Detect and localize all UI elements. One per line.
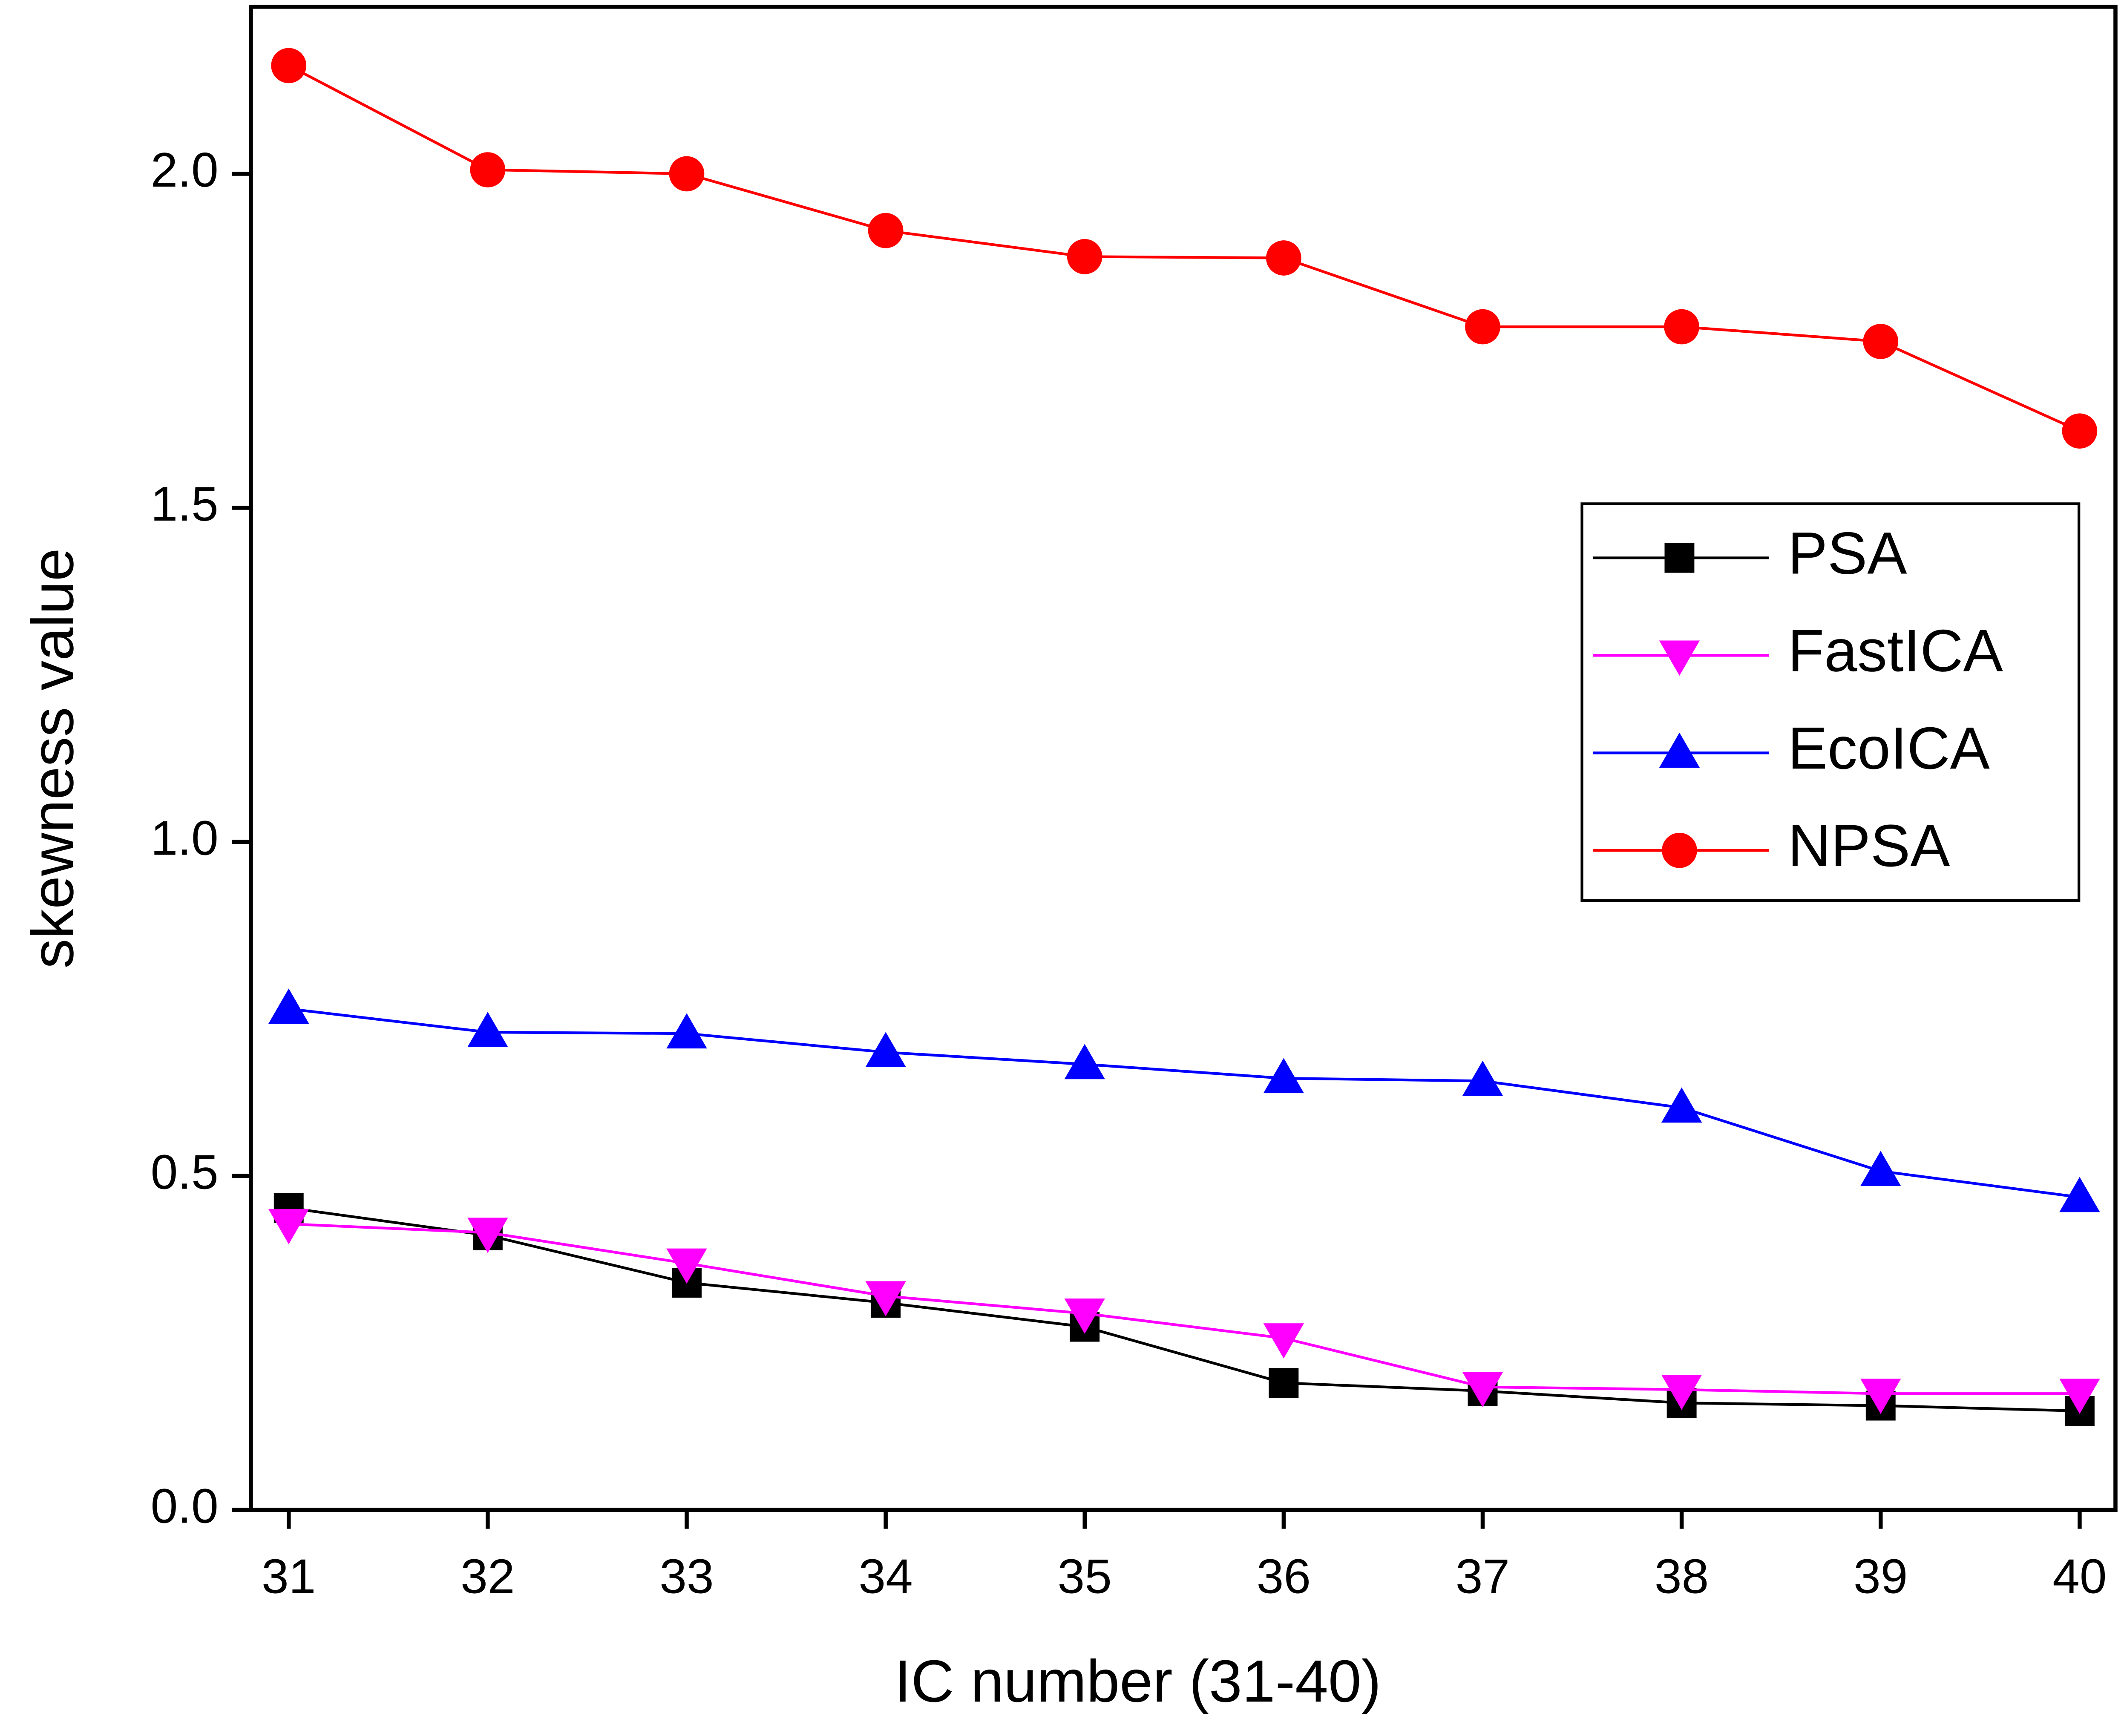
x-axis-label: IC number (31-40) (895, 1647, 1381, 1714)
y-tick-label: 2.0 (151, 143, 219, 197)
marker (1064, 1044, 1105, 1080)
marker (1661, 1087, 1702, 1123)
y-tick-label: 1.5 (151, 477, 219, 531)
x-tick-label: 39 (1853, 1549, 1908, 1604)
marker (467, 1218, 508, 1253)
marker (1659, 640, 1700, 676)
marker (1462, 1372, 1503, 1408)
legend: PSA FastICA EcoICA NPSA (1580, 502, 2081, 902)
marker (1664, 309, 1699, 345)
x-tick-label: 40 (2052, 1549, 2107, 1604)
y-tick-label: 1.0 (151, 811, 219, 865)
marker (1266, 240, 1301, 276)
y-tick-label: 0.5 (151, 1145, 219, 1199)
marker (2059, 1177, 2100, 1212)
x-tick-label: 35 (1058, 1549, 1112, 1604)
marker (1662, 832, 1697, 868)
x-tick-label: 31 (262, 1549, 316, 1604)
legend-label: NPSA (1788, 812, 1950, 879)
marker (865, 1281, 906, 1317)
x-tick-label: 36 (1257, 1549, 1311, 1604)
marker (268, 1209, 309, 1244)
marker (467, 1012, 508, 1047)
marker (669, 156, 705, 192)
marker (666, 1248, 707, 1284)
marker (1860, 1379, 1901, 1414)
marker (268, 988, 309, 1024)
marker (1269, 1368, 1299, 1398)
marker (868, 213, 904, 248)
legend-label: PSA (1788, 520, 1907, 587)
series-line (288, 1206, 2080, 1413)
x-tick-label: 32 (460, 1549, 515, 1604)
marker (1263, 1323, 1304, 1359)
marker (1462, 1060, 1503, 1096)
marker (666, 1013, 707, 1049)
marker (470, 152, 506, 187)
marker (1661, 1374, 1702, 1410)
x-tick-label: 33 (659, 1549, 714, 1604)
marker (1659, 732, 1700, 768)
series-line (288, 1007, 2080, 1199)
marker (1863, 324, 1899, 359)
marker (1465, 309, 1500, 345)
marker (2062, 413, 2098, 449)
x-tick-label: 37 (1456, 1549, 1510, 1604)
y-tick-label: 0.0 (151, 1479, 219, 1533)
marker (1064, 1298, 1105, 1334)
y-axis-label: skewness value (19, 548, 86, 968)
legend-label: EcoICA (1788, 714, 1990, 781)
marker (1067, 239, 1102, 274)
plot-frame (249, 5, 2118, 1512)
marker (2059, 1379, 2100, 1414)
series-line (288, 1222, 2080, 1395)
marker (271, 48, 307, 83)
x-tick-label: 38 (1655, 1549, 1709, 1604)
marker (865, 1032, 906, 1067)
marker (1263, 1058, 1304, 1094)
marker (1860, 1151, 1901, 1186)
legend-label: FastICA (1788, 617, 2003, 684)
x-tick-label: 34 (858, 1549, 912, 1604)
marker (1664, 543, 1695, 573)
series-line (288, 64, 2081, 432)
